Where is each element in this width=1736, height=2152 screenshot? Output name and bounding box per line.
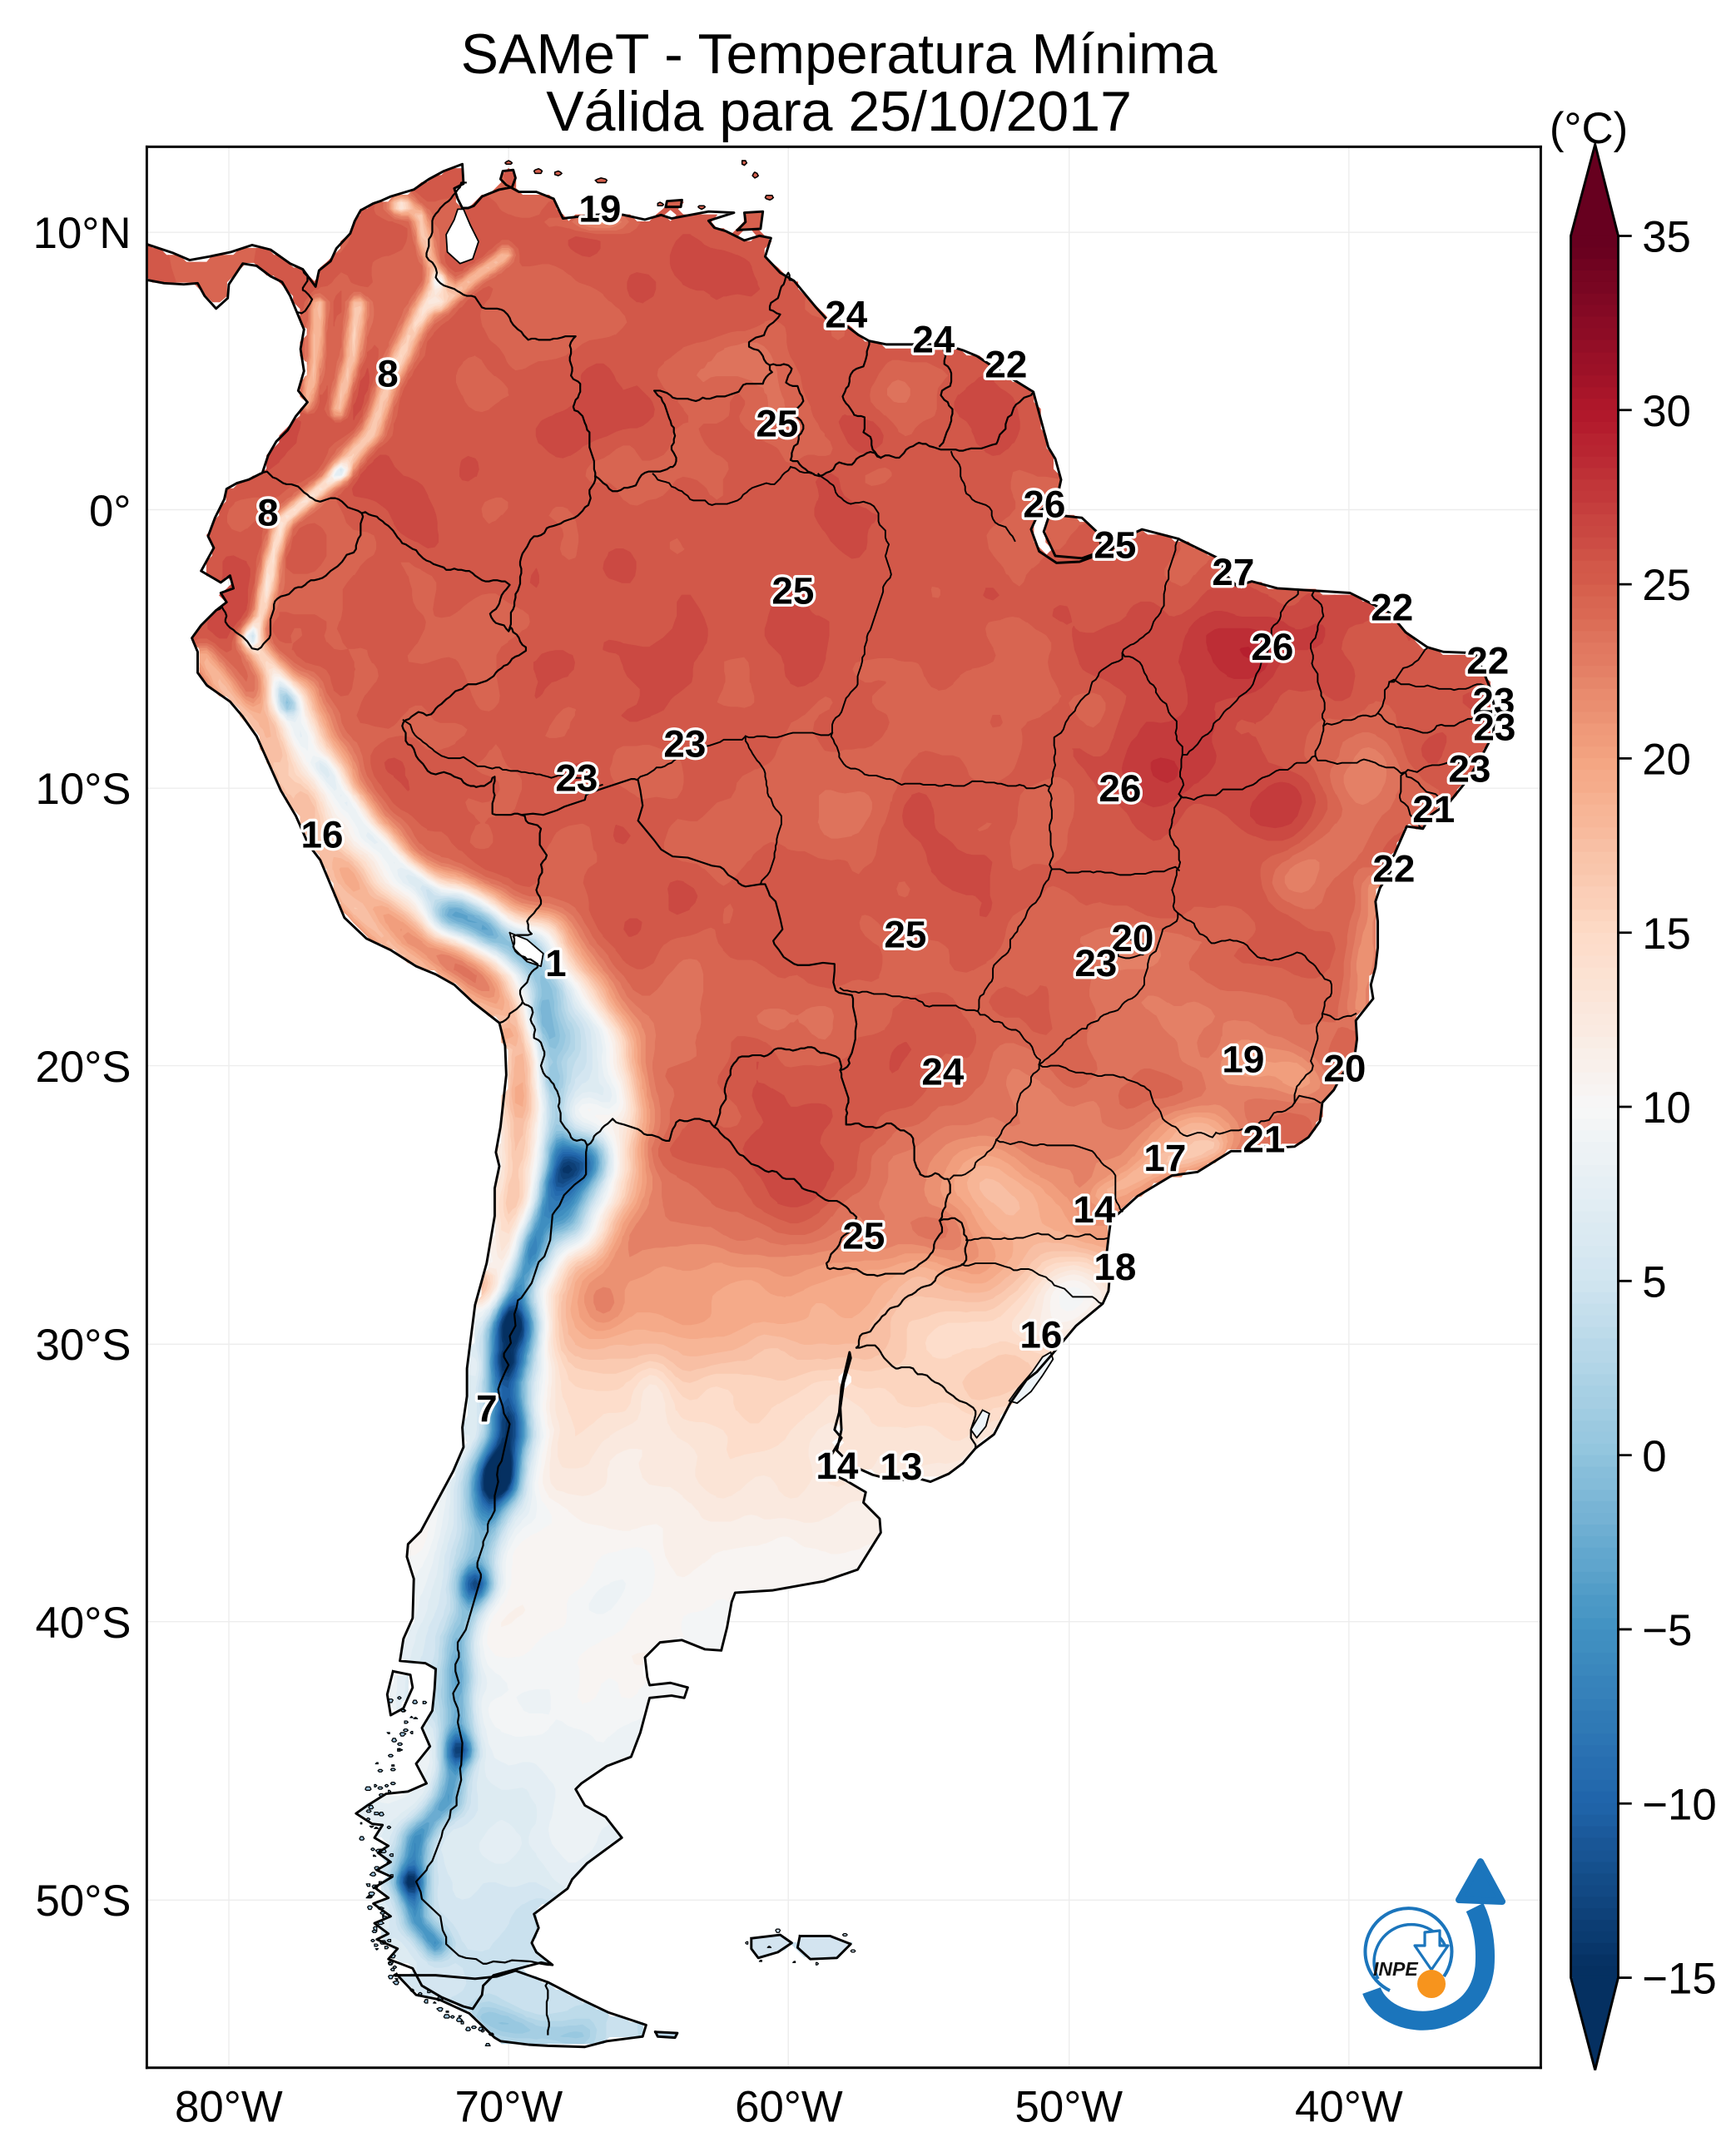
svg-text:1: 1 xyxy=(545,942,567,984)
svg-text:25: 25 xyxy=(771,570,814,612)
svg-text:14: 14 xyxy=(816,1445,858,1487)
svg-text:23: 23 xyxy=(1473,707,1515,749)
svg-text:40°S: 40°S xyxy=(36,1599,131,1648)
svg-text:16: 16 xyxy=(1019,1314,1062,1356)
svg-text:8: 8 xyxy=(377,353,399,395)
svg-text:13: 13 xyxy=(880,1445,922,1488)
svg-text:15: 15 xyxy=(1642,910,1691,959)
svg-text:16: 16 xyxy=(300,814,343,856)
svg-text:80°W: 80°W xyxy=(175,2083,283,2132)
svg-text:7: 7 xyxy=(476,1387,498,1430)
svg-text:35: 35 xyxy=(1642,213,1691,262)
svg-text:20°S: 20°S xyxy=(36,1043,131,1092)
svg-text:22: 22 xyxy=(985,344,1027,386)
svg-text:23: 23 xyxy=(1448,748,1490,791)
svg-text:21: 21 xyxy=(1242,1118,1285,1161)
svg-text:5: 5 xyxy=(1642,1257,1666,1307)
svg-text:−15: −15 xyxy=(1642,1955,1717,2004)
svg-text:0°: 0° xyxy=(89,487,131,536)
svg-text:10°N: 10°N xyxy=(33,209,131,258)
svg-text:10°S: 10°S xyxy=(36,765,131,814)
svg-text:24: 24 xyxy=(912,319,955,361)
svg-text:21: 21 xyxy=(1412,788,1455,831)
svg-text:(°C): (°C) xyxy=(1550,104,1628,153)
svg-text:22: 22 xyxy=(1372,848,1415,890)
svg-text:30°S: 30°S xyxy=(36,1321,131,1370)
svg-text:20: 20 xyxy=(1642,736,1691,785)
svg-text:22: 22 xyxy=(1466,640,1509,682)
svg-text:24: 24 xyxy=(825,294,867,336)
svg-text:19: 19 xyxy=(1222,1039,1264,1081)
svg-text:30: 30 xyxy=(1642,387,1691,436)
svg-text:25: 25 xyxy=(756,403,798,445)
svg-text:50°W: 50°W xyxy=(1015,2083,1123,2132)
svg-text:70°W: 70°W xyxy=(455,2083,563,2132)
svg-text:23: 23 xyxy=(1472,681,1515,723)
svg-text:26: 26 xyxy=(1099,767,1141,810)
svg-text:26: 26 xyxy=(1023,483,1065,526)
svg-text:10: 10 xyxy=(1642,1083,1691,1133)
svg-text:8: 8 xyxy=(257,492,279,534)
svg-text:50°S: 50°S xyxy=(36,1877,131,1926)
svg-text:23: 23 xyxy=(555,757,598,800)
svg-text:14: 14 xyxy=(1073,1188,1115,1231)
svg-text:0: 0 xyxy=(1642,1432,1666,1481)
svg-text:24: 24 xyxy=(921,1051,964,1093)
svg-text:25: 25 xyxy=(884,914,926,956)
svg-text:25: 25 xyxy=(1094,524,1136,567)
svg-text:40°W: 40°W xyxy=(1295,2083,1403,2132)
svg-text:SAMeT - Temperatura Mínima: SAMeT - Temperatura Mínima xyxy=(461,22,1218,86)
svg-text:−10: −10 xyxy=(1642,1780,1717,1829)
svg-text:25: 25 xyxy=(1642,561,1691,610)
svg-text:22: 22 xyxy=(1371,587,1413,629)
svg-text:26: 26 xyxy=(1251,626,1293,668)
svg-text:Válida para 25/10/2017: Válida para 25/10/2017 xyxy=(546,80,1132,143)
svg-text:19: 19 xyxy=(578,188,621,231)
svg-text:20: 20 xyxy=(1111,917,1153,959)
svg-text:25: 25 xyxy=(842,1215,885,1257)
svg-text:23: 23 xyxy=(1074,942,1117,984)
svg-text:23: 23 xyxy=(663,723,706,766)
svg-text:17: 17 xyxy=(1143,1137,1186,1179)
svg-text:20: 20 xyxy=(1323,1048,1366,1090)
svg-text:INPE: INPE xyxy=(1373,1958,1418,1980)
svg-text:18: 18 xyxy=(1094,1246,1136,1288)
svg-text:60°W: 60°W xyxy=(735,2083,843,2132)
svg-text:−5: −5 xyxy=(1642,1606,1692,1655)
svg-text:27: 27 xyxy=(1212,551,1254,593)
